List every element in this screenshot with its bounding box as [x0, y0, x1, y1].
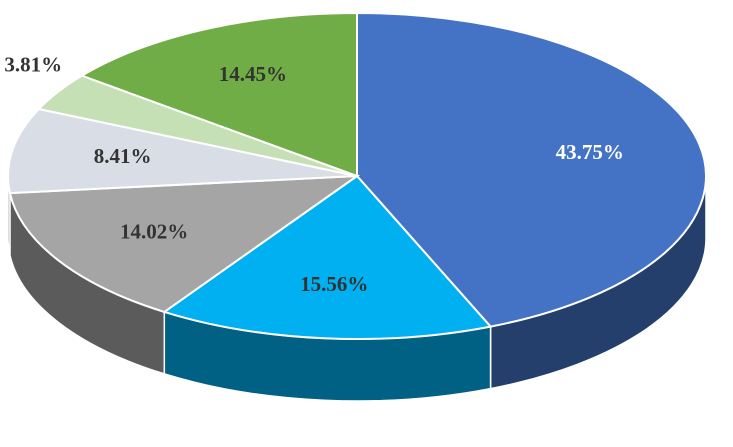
data-label: 15.56% — [300, 272, 368, 296]
slice — [356, 11, 707, 328]
data-label: 3.81% — [4, 53, 62, 77]
data-label: 43.75% — [556, 140, 624, 164]
slice — [8, 174, 361, 313]
data-label: 14.45% — [219, 62, 287, 86]
slice — [7, 107, 358, 195]
slice — [162, 174, 493, 340]
data-label: 8.41% — [94, 144, 152, 168]
data-label: 14.02% — [120, 219, 188, 243]
slice — [79, 11, 358, 178]
